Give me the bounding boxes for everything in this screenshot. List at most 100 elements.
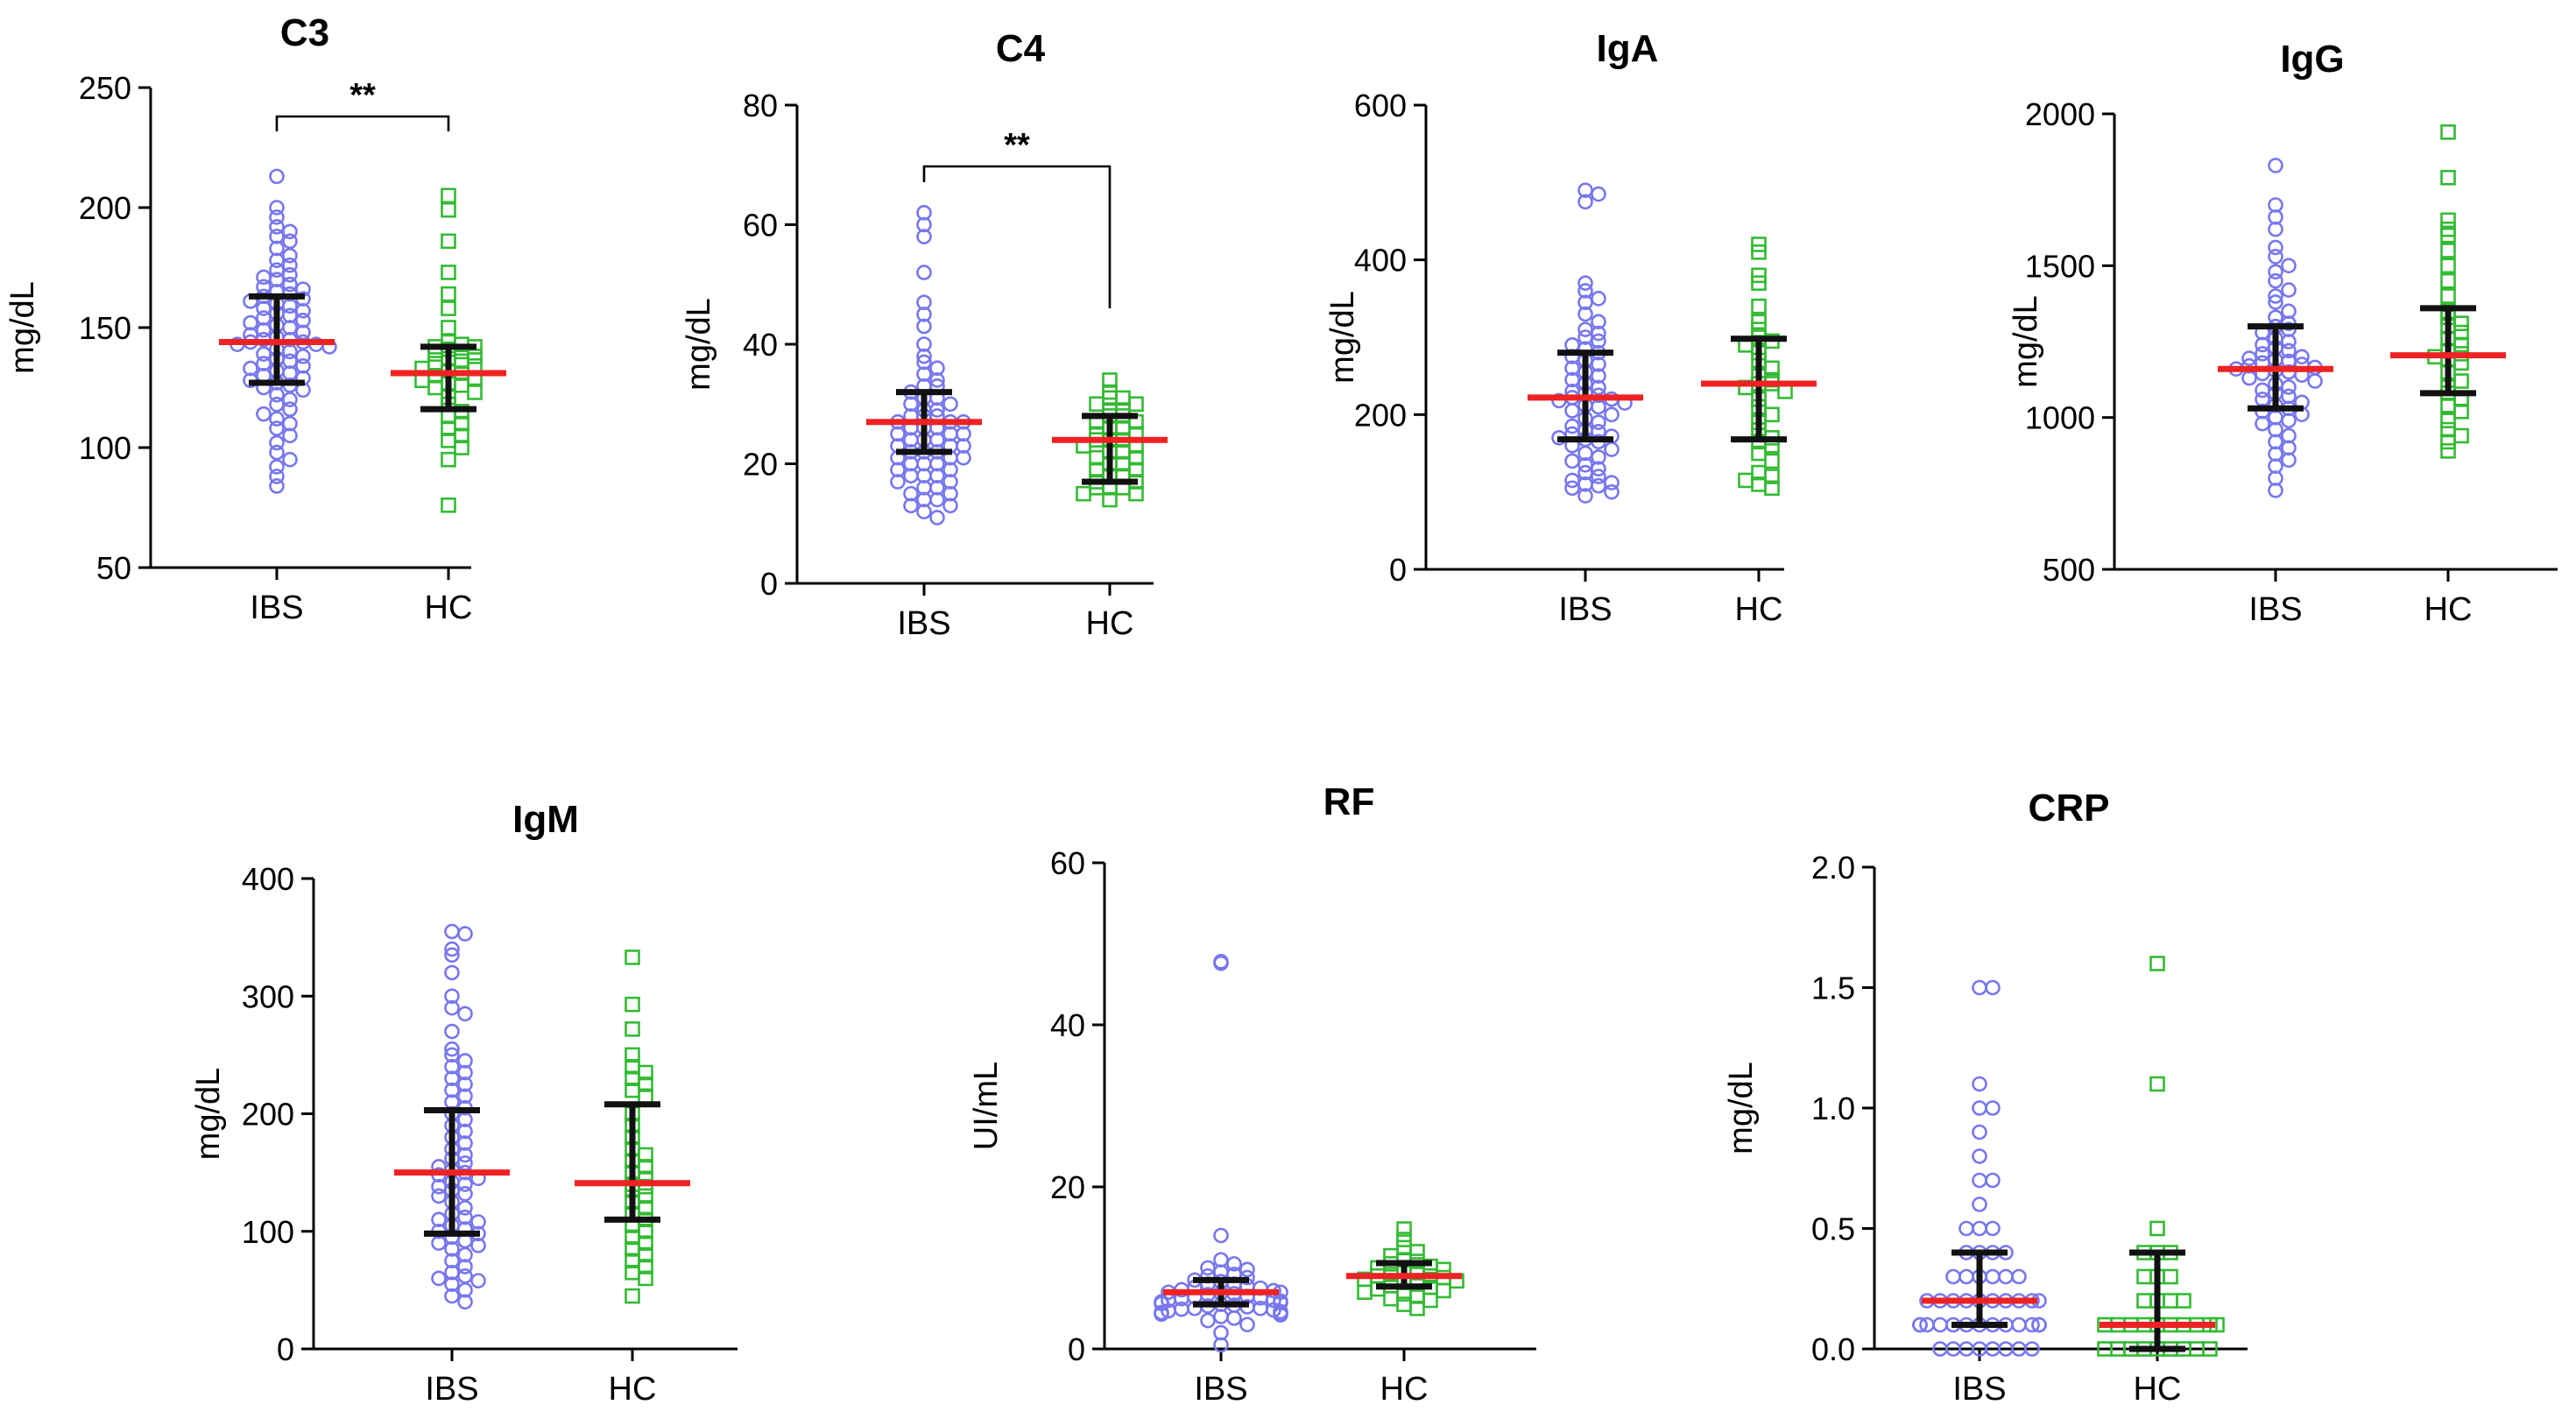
chart-panel-rf: RF UI/mL 0 20 40 60 IBS HC bbox=[968, 780, 1536, 1408]
data-point-hc bbox=[1102, 491, 1118, 508]
chart-title: C3 bbox=[280, 11, 329, 54]
data-point-ibs bbox=[942, 498, 958, 514]
data-point-ibs bbox=[282, 451, 298, 468]
data-point-ibs bbox=[444, 1241, 460, 1257]
y-axis-label: mg/dL bbox=[2008, 295, 2044, 388]
data-point-ibs bbox=[282, 392, 298, 408]
data-point-hc bbox=[1764, 360, 1780, 377]
data-point-ibs bbox=[444, 964, 460, 981]
data-point-ibs bbox=[269, 469, 285, 484]
data-point-ibs bbox=[2294, 349, 2310, 365]
data-point-ibs bbox=[1972, 1076, 1987, 1092]
x-tick-label-hc: HC bbox=[425, 589, 473, 626]
data-point-ibs bbox=[929, 510, 945, 526]
data-point-ibs bbox=[1591, 469, 1606, 484]
y-axis-label: mg/dL bbox=[1324, 291, 1361, 384]
data-point-ibs bbox=[295, 303, 311, 319]
data-point-ibs bbox=[1213, 1337, 1229, 1353]
chart-title: IgG bbox=[2280, 38, 2344, 81]
data-point-ibs bbox=[1577, 488, 1593, 504]
data-point-ibs bbox=[444, 1047, 460, 1063]
y-tick-label: 40 bbox=[1050, 1007, 1085, 1043]
data-point-hc bbox=[1128, 485, 1144, 502]
data-point-ibs bbox=[444, 1070, 460, 1087]
data-point-ibs bbox=[269, 420, 285, 436]
data-point-ibs bbox=[444, 941, 460, 957]
data-point-ibs bbox=[929, 455, 945, 472]
data-point-hc bbox=[2440, 124, 2456, 140]
data-point-hc bbox=[1777, 384, 1793, 399]
data-point-hc bbox=[2149, 1076, 2165, 1092]
data-point-ibs bbox=[1239, 1317, 1255, 1333]
data-point-hc bbox=[441, 201, 456, 218]
data-point-ibs bbox=[1213, 1227, 1229, 1244]
data-point-hc bbox=[1738, 472, 1754, 489]
data-point-ibs bbox=[903, 485, 919, 502]
data-point-ibs bbox=[444, 1059, 460, 1075]
data-point-hc bbox=[441, 497, 456, 513]
data-point-ibs bbox=[1972, 1148, 1987, 1164]
chart-title: RF bbox=[1323, 780, 1375, 823]
data-point-ibs bbox=[1213, 955, 1229, 971]
data-point-ibs bbox=[282, 257, 298, 273]
data-point-ibs bbox=[1945, 1268, 1961, 1285]
data-point-hc bbox=[2149, 956, 2165, 971]
data-point-ibs bbox=[1564, 453, 1580, 469]
data-point-hc bbox=[2149, 1220, 2165, 1237]
y-tick-label: 0 bbox=[760, 566, 778, 602]
data-point-ibs bbox=[295, 349, 311, 364]
data-point-hc bbox=[1764, 406, 1780, 423]
data-point-ibs bbox=[282, 401, 298, 417]
data-point-ibs bbox=[2281, 452, 2297, 469]
data-point-hc bbox=[625, 1021, 640, 1037]
data-point-ibs bbox=[2255, 346, 2270, 362]
y-tick-label: 60 bbox=[743, 208, 778, 244]
data-point-ibs bbox=[1985, 1100, 2001, 1116]
data-point-ibs bbox=[2268, 294, 2283, 310]
data-point-ibs bbox=[457, 1259, 473, 1274]
significance-bracket bbox=[922, 165, 1112, 308]
data-point-ibs bbox=[916, 216, 932, 233]
data-point-ibs bbox=[1239, 1261, 1255, 1278]
significance-label: ** bbox=[1004, 127, 1030, 164]
data-point-ibs bbox=[269, 459, 285, 475]
data-point-ibs bbox=[890, 474, 906, 490]
chart-title: IgM bbox=[512, 798, 579, 841]
y-tick-label: 400 bbox=[1354, 243, 1407, 279]
data-point-ibs bbox=[1604, 406, 1620, 423]
data-point-ibs bbox=[916, 307, 932, 322]
y-tick-label: 500 bbox=[2043, 552, 2095, 588]
y-tick-label: 200 bbox=[79, 190, 131, 226]
data-point-ibs bbox=[256, 406, 272, 422]
x-tick-label-hc: HC bbox=[1380, 1371, 1429, 1408]
data-point-ibs bbox=[2268, 239, 2283, 256]
data-point-ibs bbox=[1972, 1197, 1987, 1212]
x-tick-label-hc: HC bbox=[1735, 591, 1783, 628]
data-point-ibs bbox=[269, 434, 285, 451]
data-point-hc bbox=[441, 320, 456, 335]
data-point-hc bbox=[2176, 1293, 2191, 1309]
data-point-ibs bbox=[431, 1188, 447, 1204]
data-point-hc bbox=[1751, 236, 1767, 252]
data-point-ibs bbox=[929, 360, 945, 377]
data-point-ibs bbox=[269, 229, 285, 244]
data-point-ibs bbox=[1577, 283, 1593, 299]
data-point-ibs bbox=[929, 479, 945, 496]
data-point-hc bbox=[625, 996, 640, 1013]
data-point-ibs bbox=[916, 318, 932, 335]
data-point-hc bbox=[441, 187, 456, 204]
data-point-hc bbox=[1409, 1244, 1425, 1260]
data-point-ibs bbox=[457, 1294, 473, 1310]
data-point-ibs bbox=[457, 1209, 473, 1225]
data-point-hc bbox=[2202, 1341, 2218, 1357]
data-point-ibs bbox=[1985, 979, 2001, 996]
data-point-ibs bbox=[457, 1267, 473, 1284]
data-point-ibs bbox=[444, 1276, 460, 1292]
data-point-ibs bbox=[929, 372, 945, 388]
y-tick-label: 20 bbox=[743, 447, 778, 483]
x-tick-label-ibs: IBS bbox=[250, 589, 303, 626]
y-tick-label: 1.5 bbox=[1811, 971, 1855, 1006]
data-point-hc bbox=[441, 265, 456, 280]
data-point-ibs bbox=[269, 168, 285, 185]
data-point-ibs bbox=[457, 1185, 473, 1202]
